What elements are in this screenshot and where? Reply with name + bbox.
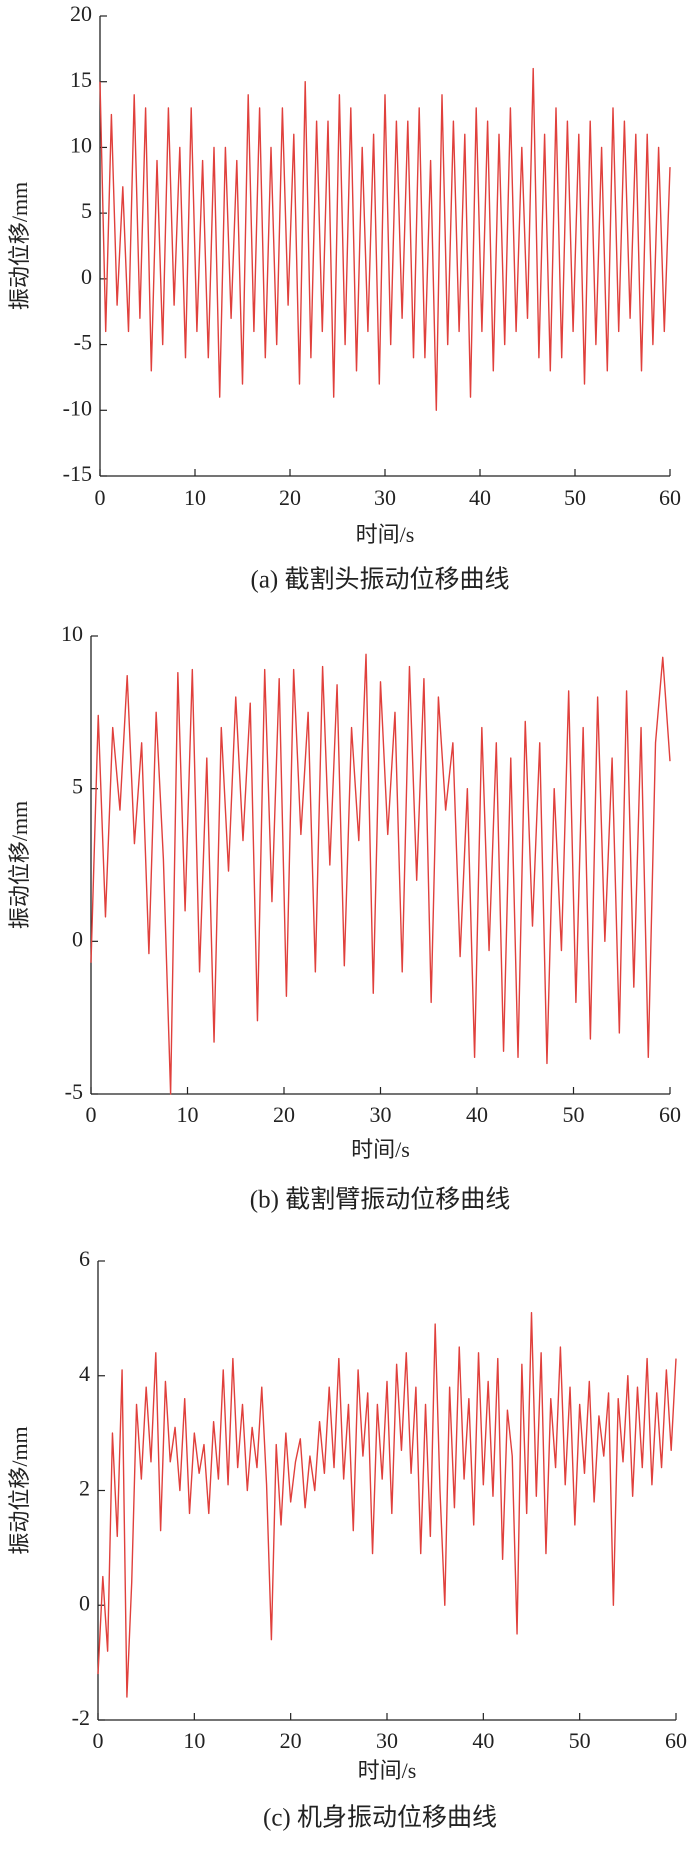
x-tick-label: 60 [665, 1728, 687, 1753]
y-axis-label: 振动位移/mm [7, 182, 32, 310]
x-tick-label: 20 [280, 1728, 302, 1753]
y-tick-label: 4 [79, 1361, 90, 1386]
y-tick-label: 5 [81, 198, 92, 223]
y-tick-label: -2 [72, 1705, 90, 1730]
data-line [97, 1311, 677, 1698]
x-tick-label: 30 [374, 485, 396, 510]
y-axis-label: 振动位移/mm [7, 1426, 32, 1554]
chart-caption: (c) 机身振动位移曲线 [263, 1804, 497, 1832]
x-tick-label: 0 [95, 485, 106, 510]
chart-caption: (b) 截割臂振动位移曲线 [250, 1186, 510, 1214]
x-tick-label: 10 [183, 1728, 205, 1753]
x-tick-label: 0 [86, 1102, 97, 1127]
x-tick-label: 50 [563, 1102, 585, 1127]
x-tick-label: 30 [376, 1728, 398, 1753]
x-tick-label: 30 [370, 1102, 392, 1127]
x-axis-label: 时间/s [351, 1137, 410, 1162]
y-tick-label: 6 [79, 1246, 90, 1271]
y-tick-label: -5 [74, 330, 92, 355]
y-tick-label: 15 [70, 67, 92, 92]
y-tick-label: -10 [63, 395, 92, 420]
y-tick-label: 20 [70, 1, 92, 26]
x-tick-label: 60 [659, 1102, 681, 1127]
y-tick-label: 10 [61, 621, 83, 646]
x-tick-label: 20 [273, 1102, 295, 1127]
y-tick-label: 0 [81, 264, 92, 289]
y-tick-label: -5 [65, 1079, 83, 1104]
x-tick-label: 50 [564, 485, 586, 510]
x-tick-label: 10 [184, 485, 206, 510]
y-tick-label: 2 [79, 1476, 90, 1501]
y-tick-label: 0 [79, 1590, 90, 1615]
x-axis-label: 时间/s [356, 522, 415, 547]
x-axis-label: 时间/s [358, 1758, 417, 1783]
data-line [99, 67, 671, 411]
x-tick-label: 40 [469, 485, 491, 510]
x-tick-label: 60 [659, 485, 681, 510]
x-tick-label: 0 [93, 1728, 104, 1753]
x-tick-label: 10 [177, 1102, 199, 1127]
x-tick-label: 40 [472, 1728, 494, 1753]
y-axis-label: 振动位移/mm [7, 801, 32, 929]
y-tick-label: 0 [72, 926, 83, 951]
chart-caption: (a) 截割头振动位移曲线 [251, 566, 510, 594]
y-tick-label: 5 [72, 774, 83, 799]
y-tick-label: 10 [70, 132, 92, 157]
y-tick-label: -15 [63, 461, 92, 486]
x-tick-label: 20 [279, 485, 301, 510]
x-tick-label: 50 [569, 1728, 591, 1753]
data-line [90, 653, 671, 1095]
x-tick-label: 40 [466, 1102, 488, 1127]
